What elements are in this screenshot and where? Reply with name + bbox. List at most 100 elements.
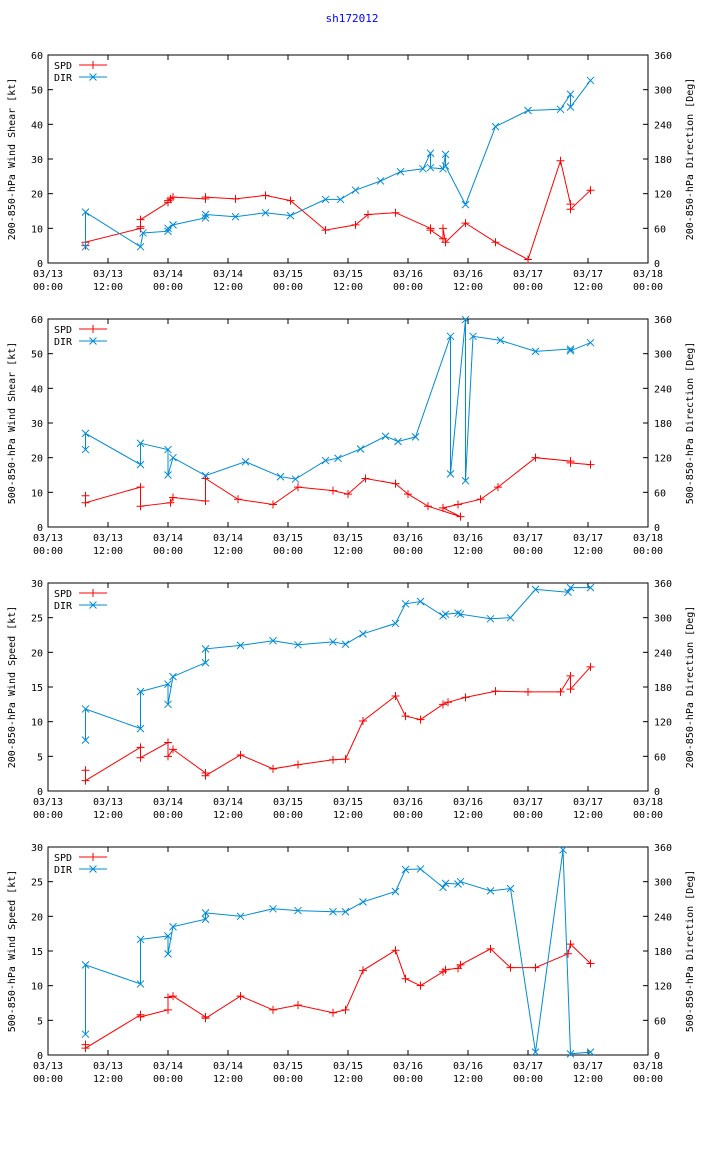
x-tick-date: 03/13 <box>33 1061 63 1072</box>
dir-point <box>566 345 575 353</box>
dir-point <box>506 613 515 622</box>
dir-point <box>164 932 172 940</box>
y-tick-label: 50 <box>31 86 43 97</box>
plot-frame <box>47 846 649 1056</box>
x-tick-time: 12:00 <box>453 282 483 293</box>
x-tick-time: 12:00 <box>93 282 123 293</box>
y-tick-label: 0 <box>37 259 43 270</box>
dir-point <box>321 195 330 204</box>
legend-marker-dir <box>89 73 97 81</box>
dir-point <box>201 909 210 917</box>
dir-point <box>291 475 300 483</box>
dir-point <box>241 457 250 466</box>
x-tick-time: 00:00 <box>393 810 423 821</box>
spd-point <box>136 743 145 752</box>
spd-point <box>164 1005 172 1014</box>
dir-point <box>454 609 462 617</box>
legend-marker-dir <box>89 865 97 873</box>
dir-point <box>439 883 447 892</box>
spd-point <box>269 764 277 773</box>
legend-label-dir: DIR <box>54 73 73 84</box>
y2-axis-label: 500-850-hPa Direction [Deg] <box>685 870 696 1033</box>
dir-point <box>506 884 515 893</box>
y2-tick-label: 180 <box>654 683 672 694</box>
x-tick-time: 00:00 <box>273 1074 303 1085</box>
dir-point <box>329 907 337 916</box>
dir-point <box>321 456 330 465</box>
x-tick-time: 00:00 <box>513 810 543 821</box>
spd-point <box>454 500 462 509</box>
dir-point <box>486 887 495 895</box>
legend-label-dir: DIR <box>54 865 73 876</box>
y2-tick-label: 300 <box>654 86 672 97</box>
dir-point <box>334 454 342 463</box>
spd-point <box>416 981 425 990</box>
legend-label-spd: SPD <box>54 589 72 600</box>
spd-point <box>441 238 450 247</box>
dir-point <box>356 445 365 453</box>
x-tick-date: 03/17 <box>513 797 543 808</box>
x-tick-time: 00:00 <box>153 810 183 821</box>
dir-point <box>81 208 90 217</box>
x-tick-time: 00:00 <box>273 282 303 293</box>
spd-point <box>556 156 565 165</box>
spd-point <box>234 495 242 504</box>
dir-point <box>269 904 277 913</box>
x-tick-time: 00:00 <box>33 810 63 821</box>
x-tick-date: 03/18 <box>633 1061 663 1072</box>
x-tick-date: 03/17 <box>573 269 603 280</box>
y2-tick-label: 300 <box>654 350 672 361</box>
legend-marker-dir <box>89 601 97 609</box>
x-tick-date: 03/17 <box>513 269 543 280</box>
dir-point <box>231 212 240 221</box>
dir-point <box>426 149 435 158</box>
spd-point <box>424 502 432 511</box>
spd-point <box>236 992 245 1001</box>
x-tick-time: 00:00 <box>393 1074 423 1085</box>
dir-point <box>394 437 402 446</box>
x-tick-time: 00:00 <box>633 810 663 821</box>
dir-point <box>401 599 410 608</box>
spd-point <box>364 210 372 219</box>
dir-point <box>461 200 470 209</box>
dir-point <box>336 195 345 204</box>
x-tick-date: 03/14 <box>153 269 183 280</box>
dir-point <box>441 610 450 619</box>
y-tick-label: 10 <box>31 982 43 993</box>
y2-tick-label: 300 <box>654 614 672 625</box>
spd-point <box>494 483 502 492</box>
dir-point <box>136 460 145 469</box>
dir-point <box>341 907 350 916</box>
spd-point <box>404 490 412 499</box>
dir-point <box>461 476 470 485</box>
dir-point <box>294 906 302 915</box>
y2-tick-label: 120 <box>654 718 672 729</box>
y2-tick-label: 360 <box>654 51 672 62</box>
dir-point <box>564 588 572 597</box>
x-tick-time: 12:00 <box>213 546 243 557</box>
series-line-dir <box>85 319 591 481</box>
dir-point <box>81 445 90 454</box>
dir-point <box>164 224 172 233</box>
x-tick-date: 03/16 <box>453 533 483 544</box>
spd-point <box>566 205 575 214</box>
y-tick-label: 20 <box>31 454 43 465</box>
dir-point <box>411 433 420 441</box>
spd-point <box>166 498 175 507</box>
y-tick-label: 30 <box>31 843 43 854</box>
x-tick-time: 12:00 <box>333 546 363 557</box>
y-tick-label: 15 <box>31 947 43 958</box>
x-tick-date: 03/15 <box>333 797 363 808</box>
spd-point <box>286 196 295 205</box>
spd-point <box>81 498 90 507</box>
dir-point <box>446 332 455 341</box>
dir-point <box>566 90 575 99</box>
x-tick-date: 03/14 <box>213 269 243 280</box>
spd-point <box>401 974 410 983</box>
x-tick-date: 03/15 <box>333 533 363 544</box>
dir-point <box>401 865 410 874</box>
spd-point <box>566 940 575 949</box>
